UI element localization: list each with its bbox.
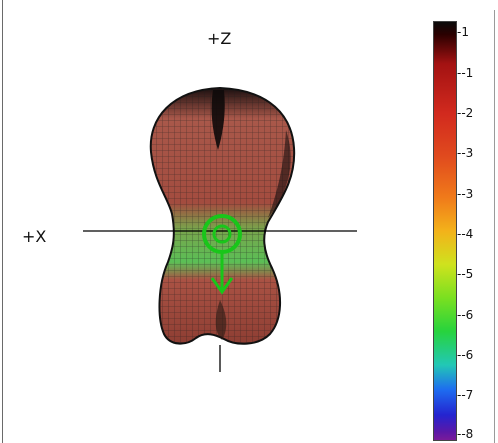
colorbar-tick-label: --5 [457,267,474,281]
colorbar-tick-label: --2 [457,106,474,120]
frame-left-border [2,0,3,443]
colorbar-tick-label: --3 [457,187,474,201]
colorbar-tick-label: --8 [457,427,474,441]
colorbar-tick-label: --6 [457,348,474,362]
colorbar-tick-label: --1 [457,66,474,80]
axis-lines [83,230,357,372]
z-axis-label: +Z [207,29,232,48]
colorbar-tick-label: --3 [457,146,474,160]
colorbar-tick-label: --4 [457,227,474,241]
x-axis-label: +X [22,227,47,246]
frame-right-border [494,10,495,443]
arrow-down-icon [210,250,234,295]
colorbar-tick-label: --7 [457,388,474,402]
color-scale-bar [433,21,457,441]
colorbar-tick-label: --6 [457,308,474,322]
colorbar-tick-label: -1 [457,25,469,39]
